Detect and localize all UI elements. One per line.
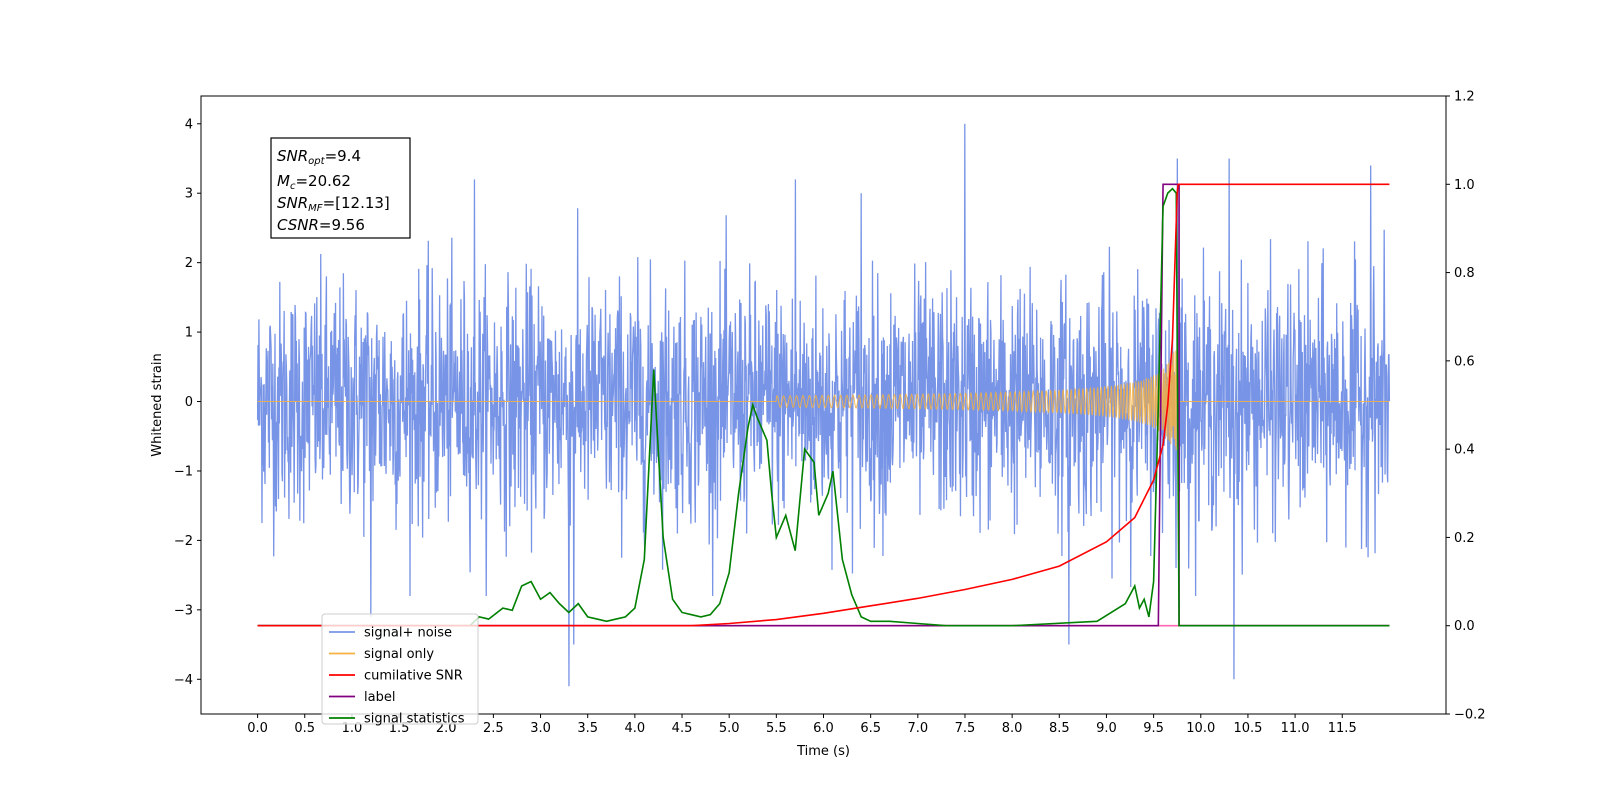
legend-label: cumilative SNR <box>364 669 463 684</box>
y-axis-label: Whitened strain <box>150 353 165 456</box>
x-tick-label: 6.0 <box>813 721 834 736</box>
x-tick-label: 10.0 <box>1186 721 1215 736</box>
legend-label: signal only <box>364 647 434 662</box>
x-tick-label: 0.5 <box>294 721 315 736</box>
y-left-tick-label: 3 <box>185 187 193 202</box>
y-right-tick-label: 1.0 <box>1454 178 1475 193</box>
snr-info-box: SNRopt=9.4 Mc=20.62 SNRMF=[12.13] CSNR=9… <box>270 137 411 239</box>
mc-line: Mc=20.62 <box>277 172 351 192</box>
y-right-tick-label: 1.2 <box>1454 90 1475 105</box>
y-left-tick-label: −4 <box>174 673 193 688</box>
snr-mf-line: SNRMF=[12.13] <box>277 194 390 214</box>
legend: signal+ noise signal only cumilative SNR la… <box>321 613 479 727</box>
x-tick-label: 5.0 <box>719 721 740 736</box>
x-tick-label: 8.5 <box>1049 721 1070 736</box>
y-right-tick-label: 0.4 <box>1454 443 1475 458</box>
y-right-axis-ticks: 1.2 1.0 0.8 0.6 0.4 0.2 0.0 −0.2 <box>1446 90 1486 723</box>
x-tick-label: 6.5 <box>860 721 881 736</box>
x-axis-label: Time (s) <box>796 744 850 759</box>
y-right-tick-label: −0.2 <box>1454 708 1486 723</box>
y-right-tick-label: 0.0 <box>1454 619 1475 634</box>
x-tick-label: 1.0 <box>342 721 363 736</box>
x-tick-label: 3.5 <box>577 721 598 736</box>
snr-opt-line: SNRopt=9.4 <box>277 147 361 167</box>
x-tick-label: 7.5 <box>955 721 976 736</box>
y-left-tick-label: 2 <box>185 256 193 271</box>
y-right-tick-label: 0.8 <box>1454 266 1475 281</box>
mc-value: =20.62 <box>295 172 351 190</box>
x-tick-label: 9.5 <box>1143 721 1164 736</box>
series-signal-statistics-line <box>257 187 1390 627</box>
x-tick-label: 10.5 <box>1233 721 1262 736</box>
x-tick-label: 2.0 <box>436 721 457 736</box>
legend-label: signal statistics <box>364 712 465 727</box>
y-right-tick-label: 0.6 <box>1454 354 1475 369</box>
x-tick-label: 9.0 <box>1096 721 1117 736</box>
y-left-axis-ticks: 4 3 2 1 0 −1 −2 −3 −4 <box>174 117 201 688</box>
info-box-frame <box>270 137 411 239</box>
x-tick-label: 4.0 <box>625 721 646 736</box>
csnr-value: =9.56 <box>319 216 365 234</box>
y-left-tick-label: −1 <box>174 464 193 479</box>
x-axis-ticks: 0.0 0.5 1.0 1.5 2.0 2.5 3.0 3.5 4.0 4.5 5.0 5.5 6.0 6… <box>247 714 1357 736</box>
x-tick-label: 4.5 <box>672 721 693 736</box>
x-tick-label: 7.0 <box>907 721 928 736</box>
x-tick-label: 3.0 <box>530 721 551 736</box>
legend-label: label <box>364 690 395 705</box>
x-tick-label: 2.5 <box>483 721 504 736</box>
y-left-tick-label: 0 <box>185 395 193 410</box>
y-right-tick-label: 0.2 <box>1454 531 1475 546</box>
x-tick-label: 11.5 <box>1328 721 1357 736</box>
legend-frame <box>321 613 479 725</box>
x-tick-label: 5.5 <box>766 721 787 736</box>
x-tick-label: 1.5 <box>389 721 410 736</box>
snr-opt-value: =9.4 <box>325 147 361 165</box>
snr-mf-value: =[12.13] <box>323 194 390 212</box>
legend-items: signal+ noise signal only cumilative SNR la… <box>329 626 465 727</box>
y-left-tick-label: 1 <box>185 326 193 341</box>
y-left-tick-label: −3 <box>174 603 193 618</box>
x-tick-label: 8.0 <box>1002 721 1023 736</box>
csnr-line: CSNR=9.56 <box>277 216 365 234</box>
series-signal-noise-line <box>256 123 1391 687</box>
x-tick-label: 11.0 <box>1281 721 1310 736</box>
y-left-tick-label: 4 <box>185 117 193 132</box>
series-signal-only-line <box>257 341 1390 451</box>
series-cumulative-snr-line <box>257 183 1390 627</box>
legend-label: signal+ noise <box>364 626 452 641</box>
x-tick-label: 0.0 <box>247 721 268 736</box>
y-left-tick-label: −2 <box>174 534 193 549</box>
